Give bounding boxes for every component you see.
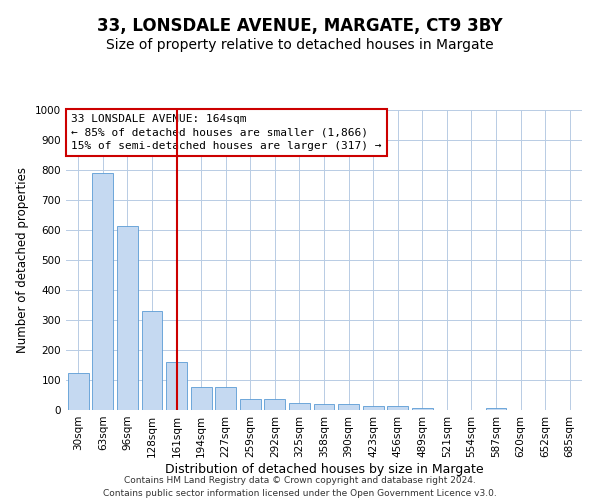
Bar	[240, 398, 261, 410]
Bar	[215, 387, 236, 410]
Bar	[387, 406, 408, 410]
Bar	[338, 404, 359, 410]
Bar	[142, 311, 163, 410]
Text: Size of property relative to detached houses in Margate: Size of property relative to detached ho…	[106, 38, 494, 52]
Bar	[485, 408, 506, 410]
Text: 33 LONSDALE AVENUE: 164sqm
← 85% of detached houses are smaller (1,866)
15% of s: 33 LONSDALE AVENUE: 164sqm ← 85% of deta…	[71, 114, 382, 151]
Bar	[289, 404, 310, 410]
Bar	[412, 408, 433, 410]
Bar	[117, 226, 138, 410]
Text: 33, LONSDALE AVENUE, MARGATE, CT9 3BY: 33, LONSDALE AVENUE, MARGATE, CT9 3BY	[97, 18, 503, 36]
Bar	[314, 404, 334, 410]
Bar	[92, 173, 113, 410]
Bar	[191, 387, 212, 410]
X-axis label: Distribution of detached houses by size in Margate: Distribution of detached houses by size …	[164, 462, 484, 475]
Bar	[68, 372, 89, 410]
Y-axis label: Number of detached properties: Number of detached properties	[16, 167, 29, 353]
Bar	[265, 399, 286, 410]
Bar	[362, 406, 383, 410]
Text: Contains HM Land Registry data © Crown copyright and database right 2024.
Contai: Contains HM Land Registry data © Crown c…	[103, 476, 497, 498]
Bar	[166, 362, 187, 410]
